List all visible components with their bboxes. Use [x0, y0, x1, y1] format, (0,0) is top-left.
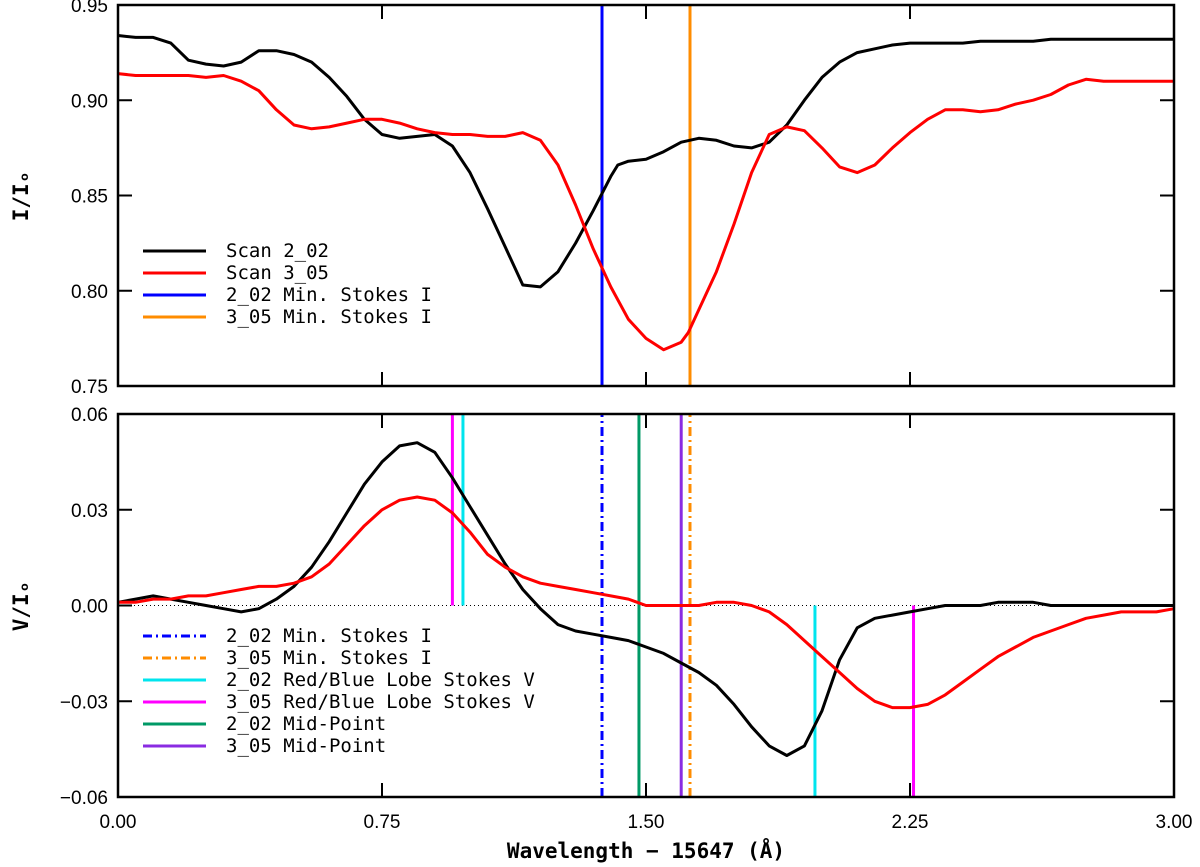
xtick-label-1: 0.75 — [364, 812, 401, 833]
bottom-ytick-label-4: −0.06 — [60, 788, 108, 809]
top-series-scan-2-02 — [117, 34, 1174, 289]
xtick-label-3: 2.25 — [892, 812, 929, 833]
bottom-legend-label-4: 2_02 Mid-Point — [226, 713, 386, 735]
bottom-panel-stokes-v: 0.06 0.03 0.00 −0.03 −0.06 0.00 0.75 1.50 2.25 3.… — [60, 405, 1193, 833]
bottom-legend-label-2: 2_02 Red/Blue Lobe Stokes V — [226, 669, 535, 691]
top-legend-label-2: 2_02 Min. Stokes I — [226, 284, 432, 306]
bottom-legend-label-0: 2_02 Min. Stokes I — [226, 625, 432, 647]
top-plot-frame — [116, 3, 1176, 388]
bottom-legend-label-5: 3_05 Mid-Point — [226, 735, 386, 757]
bottom-ytick-label-1: 0.03 — [71, 501, 108, 522]
top-ytick-label-3: 0.80 — [71, 282, 108, 303]
xtick-label-0: 0.00 — [100, 812, 137, 833]
bottom-legend: 2_02 Min. Stokes I3_05 Min. Stokes I2_02… — [143, 625, 535, 757]
top-ytick-label-1: 0.90 — [71, 91, 108, 112]
xtick-label-4: 3.00 — [1156, 812, 1193, 833]
y-axis-label-top: I/Iₒ — [9, 171, 33, 222]
top-ytick-label-4: 0.75 — [71, 377, 108, 398]
bottom-legend-label-1: 3_05 Min. Stokes I — [226, 647, 432, 669]
bottom-ytick-label-0: 0.06 — [71, 405, 108, 426]
bottom-series-scan-3-05 — [118, 495, 1175, 710]
top-legend-label-0: Scan 2_02 — [226, 240, 329, 262]
top-ytick-label-0: 0.95 — [71, 0, 108, 17]
bottom-series-scan-2-02 — [117, 441, 1174, 757]
xtick-label-2: 1.50 — [628, 812, 665, 833]
top-ytick-label-2: 0.85 — [71, 187, 108, 208]
y-axis-label-bottom: V/Iₒ — [9, 581, 33, 632]
bottom-ytick-label-3: −0.03 — [60, 692, 108, 713]
top-legend-label-3: 3_05 Min. Stokes I — [226, 306, 432, 328]
x-axis-label: Wavelength − 15647 (Å) — [507, 838, 785, 863]
bottom-ytick-label-2: 0.00 — [71, 597, 108, 618]
top-series-scan-3-05 — [117, 72, 1174, 352]
top-legend-label-1: Scan 3_05 — [226, 262, 329, 284]
bottom-legend-label-3: 3_05 Red/Blue Lobe Stokes V — [226, 691, 535, 713]
